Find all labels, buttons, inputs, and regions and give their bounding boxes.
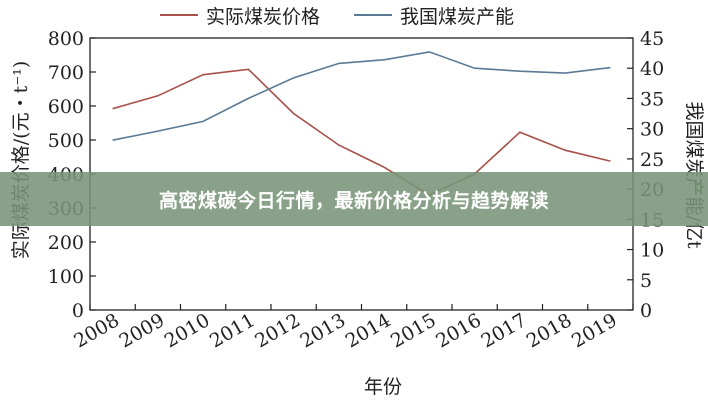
right-tick-label: 40 <box>640 58 664 80</box>
x-tick-label: 2019 <box>568 309 621 352</box>
right-tick-label: 0 <box>640 300 652 322</box>
series-lines <box>112 51 611 197</box>
left-tick-label: 800 <box>48 28 84 50</box>
left-tick-label: 700 <box>48 62 84 84</box>
series-line-capacity <box>112 51 611 141</box>
x-tick-label: 2017 <box>477 309 530 352</box>
left-axis-title: 实际煤炭价格/(元・t⁻¹) <box>10 61 32 260</box>
x-tick-label: 2010 <box>161 309 214 352</box>
x-tick-label: 2009 <box>115 309 168 352</box>
left-tick-label: 100 <box>48 266 84 288</box>
x-tick-label: 2011 <box>206 309 259 352</box>
right-tick-label: 35 <box>640 88 664 110</box>
right-tick-label: 5 <box>640 270 652 292</box>
x-tick-label: 2014 <box>342 309 395 352</box>
x-tick-label: 2018 <box>523 309 576 352</box>
left-tick-label: 500 <box>48 130 84 152</box>
x-axis-title: 年份 <box>364 376 402 398</box>
left-tick-label: 0 <box>72 300 84 322</box>
left-tick-label: 600 <box>48 96 84 118</box>
legend-item-price: 实际煤炭价格 <box>160 2 320 29</box>
chart-legend: 实际煤炭价格 我国煤炭产能 <box>160 2 514 28</box>
legend-swatch-price <box>160 14 198 16</box>
legend-label-price: 实际煤炭价格 <box>206 5 321 28</box>
title-banner: 高密煤碳今日行情，最新价格分析与趋势解读 <box>0 172 708 226</box>
x-axis-ticks: 2008200920102011201220132014201520162017… <box>70 304 634 353</box>
series-line-price <box>112 68 611 197</box>
legend-swatch-capacity <box>354 14 393 16</box>
right-tick-label: 45 <box>640 28 664 50</box>
x-tick-label: 2016 <box>432 309 485 352</box>
banner-title: 高密煤碳今日行情，最新价格分析与趋势解读 <box>158 189 549 212</box>
x-tick-label: 2013 <box>296 309 349 352</box>
legend-label-capacity: 我国煤炭产能 <box>400 5 515 28</box>
right-tick-label: 10 <box>640 240 664 262</box>
x-tick-label: 2012 <box>251 309 304 352</box>
left-tick-label: 200 <box>48 232 84 254</box>
right-tick-label: 25 <box>640 149 664 171</box>
x-tick-label: 2015 <box>387 309 440 352</box>
right-tick-label: 30 <box>640 119 664 141</box>
legend-item-capacity: 我国煤炭产能 <box>354 2 514 29</box>
